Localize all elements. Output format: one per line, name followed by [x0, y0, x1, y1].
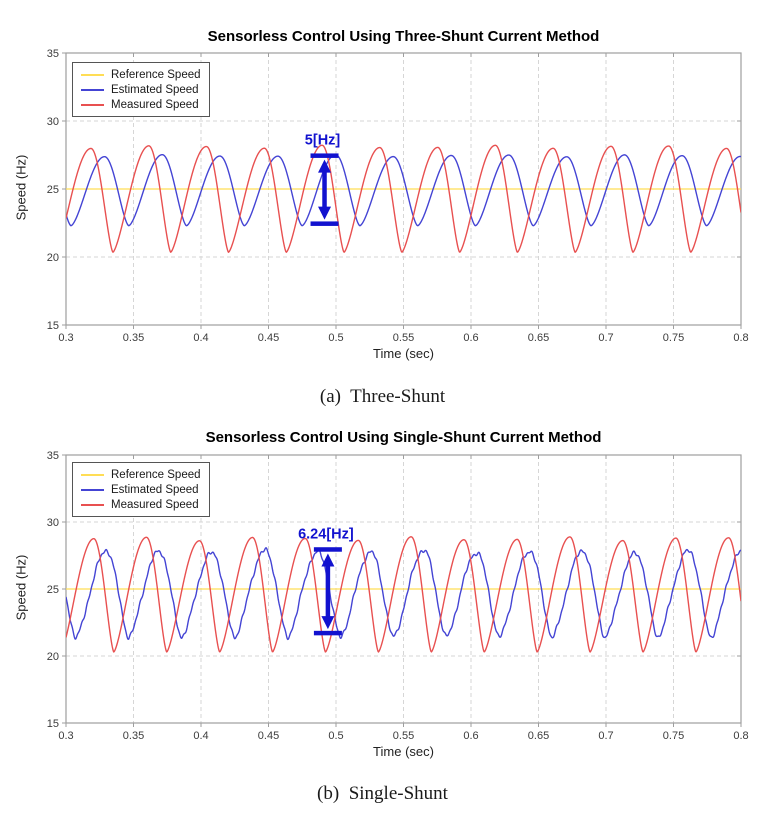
svg-text:30: 30 [47, 116, 59, 128]
svg-text:0.5: 0.5 [328, 730, 343, 742]
svg-text:0.3: 0.3 [58, 730, 73, 742]
legend-item: Reference Speed [81, 67, 201, 82]
svg-text:0.45: 0.45 [258, 332, 279, 344]
legend-label: Estimated Speed [111, 483, 199, 496]
svg-text:5[Hz]: 5[Hz] [305, 133, 341, 149]
legend-item: Estimated Speed [81, 482, 201, 497]
legend-item: Measured Speed [81, 97, 201, 112]
svg-text:0.3: 0.3 [58, 332, 73, 344]
svg-text:0.5: 0.5 [328, 332, 343, 344]
x-axis-label: Time (sec) [373, 744, 434, 759]
svg-text:0.7: 0.7 [598, 332, 613, 344]
legend-label: Estimated Speed [111, 83, 199, 96]
chart-title: Sensorless Control Using Single-Shunt Cu… [205, 429, 602, 446]
svg-text:0.75: 0.75 [663, 730, 684, 742]
chart-title: Sensorless Control Using Three-Shunt Cur… [207, 28, 600, 45]
legend: Reference Speed Estimated Speed Measured… [72, 62, 210, 117]
svg-text:0.55: 0.55 [393, 332, 414, 344]
svg-text:0.8: 0.8 [733, 332, 748, 344]
legend: Reference Speed Estimated Speed Measured… [72, 462, 210, 517]
svg-text:35: 35 [47, 450, 59, 462]
measured-line-swatch [81, 503, 104, 506]
legend-label: Measured Speed [111, 98, 199, 111]
svg-text:0.45: 0.45 [258, 730, 279, 742]
legend-label: Reference Speed [111, 468, 201, 481]
legend-label: Measured Speed [111, 498, 199, 511]
svg-text:15: 15 [47, 320, 59, 332]
svg-text:0.4: 0.4 [193, 730, 208, 742]
svg-text:20: 20 [47, 252, 59, 264]
svg-text:6.24[Hz]: 6.24[Hz] [298, 526, 354, 542]
estimated-line-swatch [81, 488, 104, 491]
plot-area: 0.3 0.35 0.4 0.45 0.5 0.55 0.6 0.65 0.7 0.75 0.8 15… [47, 450, 749, 742]
svg-text:0.65: 0.65 [528, 332, 549, 344]
svg-text:30: 30 [47, 517, 59, 529]
svg-text:0.4: 0.4 [193, 332, 208, 344]
y-axis-label: Speed (Hz) [13, 554, 29, 621]
svg-text:20: 20 [47, 651, 59, 663]
svg-text:35: 35 [47, 48, 59, 60]
svg-text:0.35: 0.35 [123, 730, 144, 742]
plot-area: 0.3 0.35 0.4 0.45 0.5 0.55 0.6 0.65 0.7 0.75 0.8 15… [47, 48, 749, 344]
measured-line-swatch [81, 103, 104, 106]
estimated-line-swatch [81, 88, 104, 91]
svg-text:0.35: 0.35 [123, 332, 144, 344]
legend-item: Reference Speed [81, 467, 201, 482]
svg-text:0.55: 0.55 [393, 730, 414, 742]
svg-text:25: 25 [47, 184, 59, 196]
svg-text:0.75: 0.75 [663, 332, 684, 344]
svg-text:0.65: 0.65 [528, 730, 549, 742]
svg-text:0.6: 0.6 [463, 730, 478, 742]
y-axis-label: Speed (Hz) [13, 154, 29, 221]
reference-line-swatch [81, 473, 104, 476]
x-axis-label: Time (sec) [373, 346, 434, 361]
svg-text:0.7: 0.7 [598, 730, 613, 742]
legend-item: Estimated Speed [81, 82, 201, 97]
caption-b: (b) Single-Shunt [317, 783, 448, 804]
reference-line-swatch [81, 73, 104, 76]
legend-item: Measured Speed [81, 497, 201, 512]
caption-a: (a) Three-Shunt [319, 386, 446, 407]
svg-text:15: 15 [47, 718, 59, 730]
svg-text:0.8: 0.8 [733, 730, 748, 742]
legend-label: Reference Speed [111, 68, 201, 81]
svg-text:25: 25 [47, 584, 59, 596]
svg-text:0.6: 0.6 [463, 332, 478, 344]
